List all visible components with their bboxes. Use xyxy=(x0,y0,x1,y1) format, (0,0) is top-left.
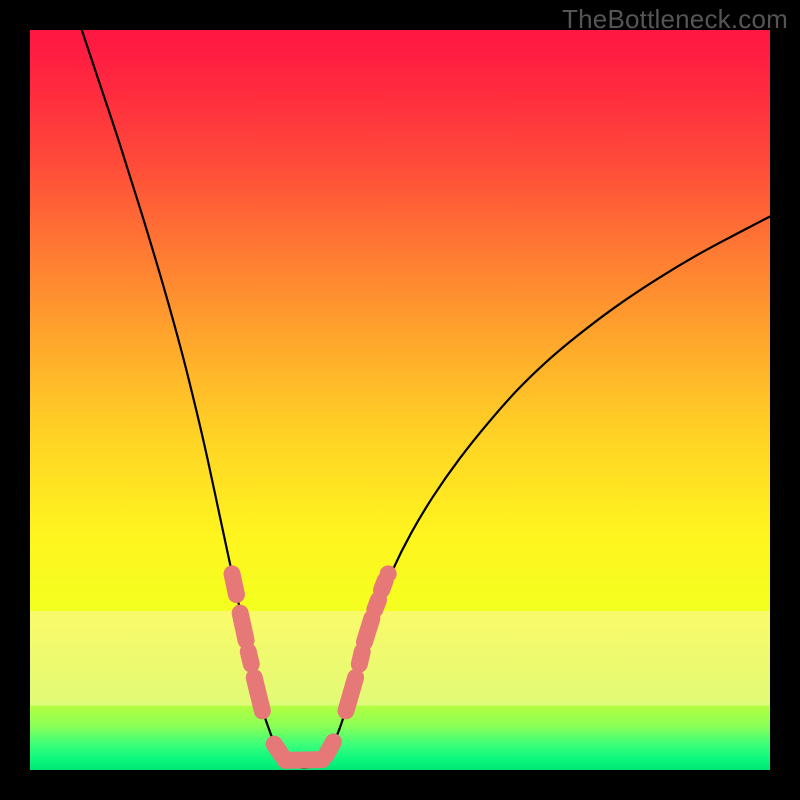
chart-root: TheBottleneck.com xyxy=(0,0,800,800)
watermark-text: TheBottleneck.com xyxy=(562,4,788,35)
pink-marker-segment xyxy=(240,613,246,640)
pink-marker-segment xyxy=(326,742,333,755)
frame-bottom xyxy=(0,770,800,800)
pink-marker-segment xyxy=(232,574,236,595)
pink-marker-segment xyxy=(346,678,356,711)
highlight-band xyxy=(30,611,770,706)
pink-marker-segment xyxy=(364,618,371,642)
pink-marker-segment xyxy=(285,760,322,761)
pink-marker-segment xyxy=(375,600,379,610)
pink-marker-segment xyxy=(359,652,362,665)
chart-svg xyxy=(0,0,800,800)
pink-marker-segment xyxy=(382,581,386,591)
pink-marker-segment xyxy=(248,652,251,665)
frame-left xyxy=(0,0,30,800)
pink-marker-segment xyxy=(254,678,262,711)
frame-right xyxy=(770,0,800,800)
